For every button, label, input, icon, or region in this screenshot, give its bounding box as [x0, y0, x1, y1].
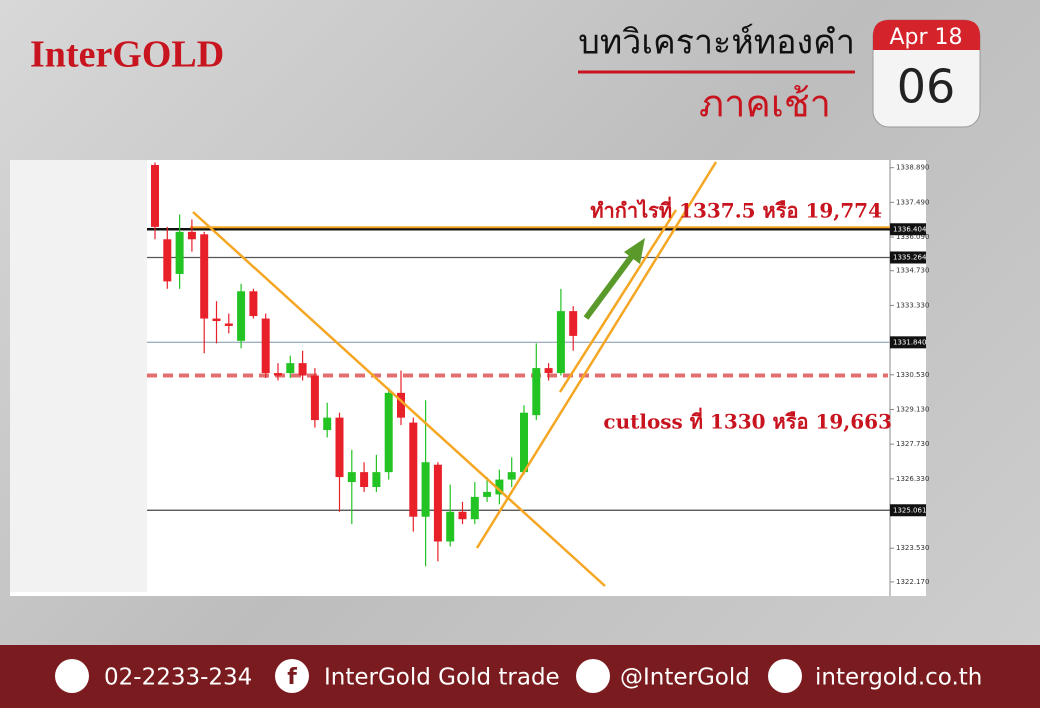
candle-body [569, 311, 578, 336]
candle-body [495, 479, 504, 495]
candle-body [237, 291, 246, 341]
candle-body [212, 318, 221, 322]
candle-body [544, 368, 553, 374]
candle-body [187, 231, 196, 240]
chart-area [10, 160, 926, 596]
candle-body [151, 164, 159, 227]
candle-body [397, 392, 405, 418]
level-label-box [890, 251, 926, 264]
calendar-day: 06 [897, 60, 956, 114]
y-tick-label: 1334.730 [896, 267, 929, 275]
y-tick-label: 1326.330 [896, 475, 929, 483]
candle-body [310, 375, 319, 421]
y-tick-label: 1329.130 [896, 405, 929, 413]
level-label-box [890, 336, 926, 349]
arrow-shaft [583, 254, 635, 320]
candle-body [372, 472, 381, 487]
arrow-head [624, 238, 645, 264]
facebook-icon [275, 659, 309, 693]
y-tick-label: 1323.530 [896, 544, 929, 552]
target-annotation: ทำกำไรที่ 1337.5 หรือ 19,774 [590, 196, 882, 223]
y-tick-label: 1336.090 [896, 233, 929, 241]
channel-line [475, 161, 718, 549]
candle-body [556, 311, 565, 374]
y-tick-label: 1327.730 [896, 440, 929, 448]
candle-body [433, 464, 442, 542]
phone-icon [55, 659, 89, 693]
plot: 1338.890 1337.490 1336.090 1334.730 1333.330… [147, 160, 929, 596]
candle-body [520, 412, 528, 473]
calendar-month: Apr 18 [889, 25, 962, 50]
chart-blank [10, 160, 147, 592]
line-icon [576, 659, 610, 693]
candle-body [224, 323, 233, 326]
channel-line [558, 209, 678, 393]
candle-body [532, 368, 541, 416]
y-tick-label: 1333.330 [896, 301, 929, 309]
title: บทวิเคราะห์ทองคำ [578, 23, 855, 63]
candle-body [175, 231, 184, 274]
candle-body [249, 291, 258, 317]
candle-body [483, 491, 492, 497]
candle-body [274, 373, 282, 376]
candle-body [261, 318, 270, 374]
footer-bar [0, 645, 1040, 708]
candle-body [335, 417, 344, 478]
y-tick-label: 1337.490 [896, 198, 929, 206]
candle-body [323, 417, 332, 431]
footer-facebook: InterGold Gold trade [324, 665, 560, 691]
level-label: 1331.840 [893, 338, 926, 346]
candle-body [470, 496, 479, 520]
subtitle: ภาคเช้า [699, 82, 831, 126]
candle-body [298, 363, 307, 376]
y-tick-label: 1330.530 [896, 371, 929, 379]
level-label: 1336.404 [893, 225, 927, 233]
footer-web: intergold.co.th [815, 665, 982, 691]
candle-body [360, 472, 369, 487]
candle-body [347, 472, 356, 483]
y-tick-label: 1338.890 [896, 164, 929, 172]
level-label-box [890, 504, 926, 517]
level-label-box [890, 223, 926, 236]
candle-body [200, 234, 209, 319]
footer-line: @InterGold [620, 665, 750, 691]
calendar-top [873, 20, 980, 50]
candle-body [409, 422, 418, 517]
candle-body [421, 462, 430, 517]
candle-body [458, 511, 467, 520]
cutloss-annotation: cutloss ที่ 1330 หรือ 19,663 [603, 407, 892, 434]
level-label: 1335.264 [893, 254, 927, 262]
candle-body [446, 511, 455, 542]
candle-body [163, 239, 172, 282]
candle-body [507, 472, 516, 480]
level-label: 1325.061 [893, 506, 926, 514]
candle-body [384, 392, 393, 473]
trend-line [192, 211, 606, 587]
y-tick-label: 1322.170 [896, 578, 929, 586]
logo: InterGOLD [30, 34, 224, 76]
candle-body [286, 363, 295, 374]
facebook-glyph: f [287, 665, 297, 690]
web-icon [768, 659, 802, 693]
footer-phone: 02-2233-234 [104, 665, 252, 691]
